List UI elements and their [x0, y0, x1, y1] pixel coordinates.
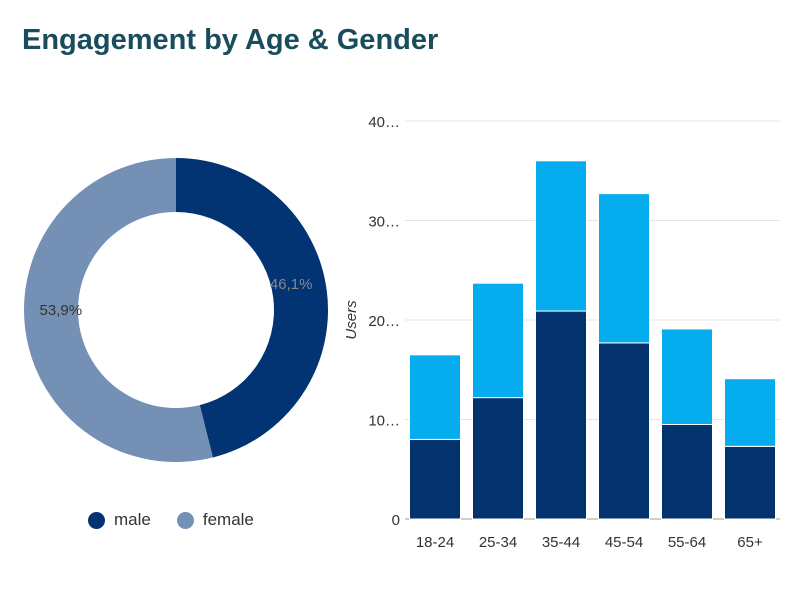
y-tick-label: 40… [368, 114, 400, 131]
x-tick-label: 65+ [737, 534, 763, 551]
legend-swatch-male [88, 511, 105, 529]
bar-segment-45-54-series0[interactable] [598, 342, 650, 520]
bar-segment-35-44-series1[interactable] [535, 160, 587, 312]
x-tick-label: 25-34 [479, 534, 517, 551]
donut-chart: 46,1% 53,9% [23, 158, 328, 463]
x-tick-label: 45-54 [605, 534, 643, 551]
y-tick-label: 30… [368, 214, 400, 231]
x-tick-label: 35-44 [542, 534, 580, 551]
bar-segment-55-64-series0[interactable] [661, 423, 713, 520]
bar-segment-55-64-series1[interactable] [661, 328, 713, 425]
bar-segment-18-24-series0[interactable] [409, 438, 461, 520]
bar-segment-18-24-series1[interactable] [409, 354, 461, 440]
legend-item-male[interactable]: male [88, 510, 151, 530]
bar-segment-65+-series1[interactable] [724, 378, 776, 447]
y-tick-label: 20… [368, 313, 400, 330]
x-tick-label: 18-24 [416, 534, 454, 551]
donut-slice-male[interactable] [176, 158, 328, 458]
bar-segment-35-44-series0[interactable] [535, 310, 587, 520]
bar-segment-65+-series0[interactable] [724, 445, 776, 520]
chart-title: Engagement by Age & Gender [22, 24, 439, 56]
y-tick-label: 10… [368, 413, 400, 430]
legend-item-female[interactable]: female [176, 510, 254, 530]
y-tick-label: 0 [392, 512, 400, 529]
donut-value-label-female: 53,9% [40, 302, 83, 319]
bar-segment-25-34-series0[interactable] [472, 397, 524, 520]
legend-swatch-female [176, 511, 194, 529]
legend-label-female: female [202, 510, 254, 529]
y-axis-label: Users [343, 300, 360, 340]
donut-value-label-male: 46,1% [270, 276, 313, 293]
x-tick-label: 55-64 [668, 534, 706, 551]
donut-legend: male female [88, 510, 280, 530]
bar-segment-45-54-series1[interactable] [598, 193, 650, 344]
bar-segment-25-34-series1[interactable] [472, 282, 524, 399]
donut-slice-female[interactable] [23, 158, 213, 463]
legend-label-male: male [114, 510, 151, 529]
